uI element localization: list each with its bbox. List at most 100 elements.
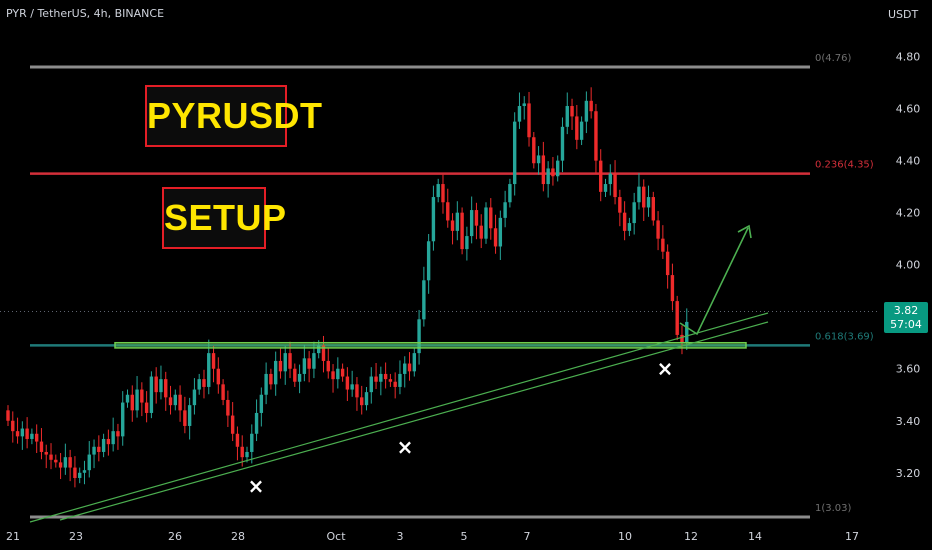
candle-body bbox=[594, 111, 598, 161]
projection-arrow bbox=[679, 227, 749, 336]
candle-body bbox=[474, 210, 479, 226]
candle-body bbox=[665, 251, 670, 276]
trendline-upper bbox=[29, 312, 769, 523]
y-tick-label: 4.20 bbox=[896, 207, 921, 220]
candle-body bbox=[11, 420, 15, 432]
x-tick-label: 17 bbox=[845, 530, 859, 543]
y-tick-label: 3.20 bbox=[896, 467, 921, 480]
x-tick-label: 21 bbox=[6, 530, 20, 543]
candle-body bbox=[364, 392, 369, 406]
setup-badge: SETUP bbox=[162, 187, 286, 249]
candle-body bbox=[637, 186, 641, 203]
candle-body bbox=[489, 207, 493, 229]
fib-level-label: 0(4.76) bbox=[815, 53, 852, 64]
candle-body bbox=[264, 373, 268, 395]
candle-body bbox=[383, 373, 388, 380]
candle-body bbox=[250, 433, 254, 452]
candle-body bbox=[149, 376, 154, 413]
candle-body bbox=[106, 438, 111, 445]
candle-body bbox=[407, 363, 412, 372]
candle-body bbox=[565, 106, 569, 127]
candle-body bbox=[97, 446, 101, 452]
candle-body bbox=[192, 389, 197, 406]
candle-body bbox=[39, 441, 44, 452]
y-tick-label: 4.60 bbox=[896, 103, 921, 116]
candle-body bbox=[584, 100, 589, 122]
candle-body bbox=[321, 345, 326, 361]
candle-body bbox=[78, 472, 82, 478]
current-price-tag: 3.82 57:04 bbox=[884, 302, 928, 333]
title-badge: PYRUSDT bbox=[145, 85, 322, 147]
candle-body bbox=[15, 431, 20, 437]
x-tick-label: 3 bbox=[397, 530, 404, 543]
candle-body bbox=[360, 397, 364, 406]
candle-body bbox=[130, 394, 134, 411]
x-marker: × bbox=[248, 474, 265, 498]
candle-body bbox=[532, 137, 536, 164]
candle-body bbox=[484, 207, 488, 239]
x-tick-label: 28 bbox=[231, 530, 245, 543]
candle-body bbox=[135, 389, 139, 411]
candle-body bbox=[317, 345, 321, 354]
candle-body bbox=[560, 126, 565, 161]
x-tick-label: Oct bbox=[326, 530, 346, 543]
candle-body bbox=[431, 197, 436, 242]
candle-body bbox=[426, 241, 431, 281]
candle-body bbox=[140, 389, 144, 403]
candle-body bbox=[546, 168, 550, 185]
candle-body bbox=[331, 371, 335, 380]
candle-body bbox=[670, 275, 675, 302]
candle-body bbox=[422, 280, 426, 320]
candle-body bbox=[302, 358, 307, 374]
candle-body bbox=[398, 373, 402, 387]
candle-body bbox=[460, 212, 464, 250]
candle-body bbox=[446, 202, 450, 221]
candle-body bbox=[570, 106, 574, 117]
support-zone bbox=[114, 341, 747, 349]
candle-body bbox=[512, 121, 517, 185]
candle-body bbox=[144, 402, 149, 413]
candle-body bbox=[436, 184, 440, 198]
candle-body bbox=[388, 379, 393, 382]
candle-body bbox=[154, 376, 158, 393]
candle-body bbox=[469, 210, 474, 237]
candle-body bbox=[235, 433, 240, 447]
candle-body bbox=[92, 446, 96, 455]
candle-body bbox=[627, 223, 632, 231]
candle-body bbox=[73, 467, 77, 478]
candle-body bbox=[417, 319, 421, 354]
candle-body bbox=[216, 368, 221, 385]
candle-body bbox=[6, 410, 10, 421]
candle-body bbox=[493, 228, 498, 247]
x-tick-label: 12 bbox=[684, 530, 698, 543]
candle-body bbox=[183, 410, 187, 426]
candle-body bbox=[121, 402, 125, 437]
candle-body bbox=[527, 103, 531, 138]
candle-body bbox=[579, 121, 584, 140]
candle-body bbox=[503, 202, 507, 218]
x-tick-label: 23 bbox=[69, 530, 83, 543]
candle-body bbox=[211, 353, 216, 369]
candle-body bbox=[441, 184, 445, 203]
y-tick-label: 4.40 bbox=[896, 155, 921, 168]
candle-body bbox=[340, 368, 345, 377]
candle-body bbox=[173, 394, 177, 406]
candle-body bbox=[350, 384, 354, 390]
candle-body bbox=[288, 353, 292, 369]
candle-body bbox=[226, 399, 230, 416]
candle-body bbox=[240, 446, 244, 458]
candle-body bbox=[517, 106, 522, 122]
candle-body bbox=[632, 202, 636, 224]
candle-body bbox=[54, 459, 58, 463]
candle-body bbox=[685, 321, 689, 343]
candle-body bbox=[575, 116, 579, 140]
current-price-value: 3.82 bbox=[893, 304, 919, 317]
x-marker: × bbox=[657, 357, 674, 381]
candle-body bbox=[278, 360, 283, 372]
candle-body bbox=[168, 397, 173, 406]
y-tick-label: 4.00 bbox=[896, 259, 921, 272]
x-tick-label: 26 bbox=[168, 530, 182, 543]
candle-body bbox=[178, 394, 182, 411]
candle-body bbox=[269, 373, 273, 385]
